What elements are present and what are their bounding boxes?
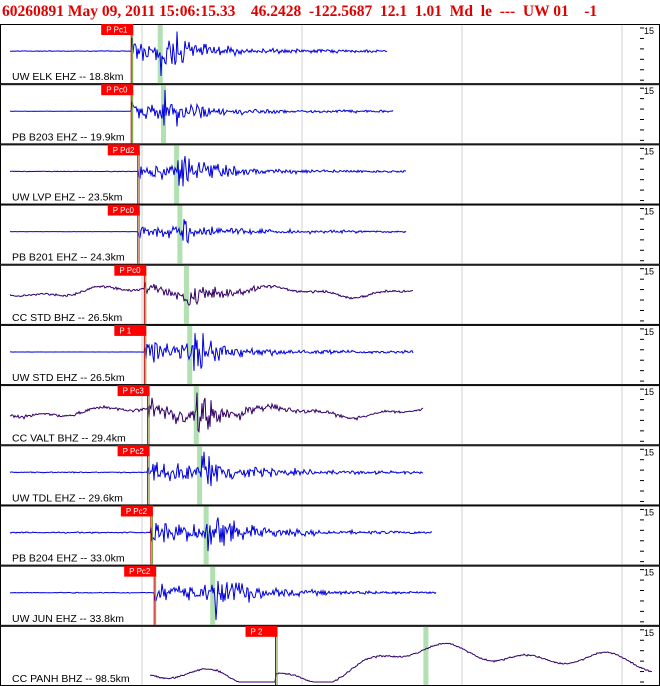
tick-label: 15 (644, 327, 654, 337)
station-label: UW LVP EHZ -- 23.5km (12, 192, 123, 204)
pick-flag (114, 324, 147, 336)
tick-label: 15 (644, 387, 654, 397)
pick-flag (107, 204, 140, 216)
pick-label: P Pc0 (119, 266, 141, 275)
tick-label: 15 (644, 507, 654, 517)
station-label: UW JUN EHZ -- 33.8km (12, 613, 124, 625)
pick-flag (101, 24, 134, 35)
pick-label: P Pc0 (113, 206, 135, 215)
station-label: PB B204 EHZ -- 33.0km (12, 553, 125, 565)
pick-label: P 1 (119, 326, 131, 335)
waveform (10, 31, 388, 77)
tick-label: 15 (644, 86, 654, 96)
pick-flag (114, 264, 147, 276)
station-label: UW TDL EHZ -- 29.6km (12, 492, 123, 504)
tick-label: 15 (644, 26, 654, 36)
trace-panel: 15 P Pd2 UW LVP EHZ -- 23.5km (0, 144, 660, 205)
pick-flag (101, 84, 134, 96)
trace-panel: 15 P Pc0 CC STD BHZ -- 26.5km (0, 264, 660, 325)
tick-label: 15 (644, 207, 654, 217)
pick-label: P Pc0 (106, 86, 128, 95)
station-label: UW STD EHZ -- 26.5km (12, 372, 125, 384)
pick-label: P 2 (251, 627, 263, 636)
trace-panel: 15 P Pc2 UW JUN EHZ -- 33.8km (0, 565, 660, 626)
waveform (9, 282, 414, 306)
pick-label: P Pd2 (113, 146, 135, 155)
station-label: CC VALT BHZ -- 29.4km (12, 432, 126, 444)
pick-label: P Pc2 (129, 567, 151, 576)
trace-panel: 15 P Pc2 UW TDL EHZ -- 29.6km (0, 445, 660, 506)
waveform (9, 517, 433, 552)
pick-label: P Pc2 (126, 507, 148, 516)
pick-flag (117, 445, 150, 457)
waveform (10, 219, 407, 245)
s-wave-marker (187, 325, 193, 385)
pick-label: P Pc1 (106, 26, 128, 35)
station-label: CC STD BHZ -- 26.5km (12, 312, 123, 324)
event-header: 60260891 May 09, 2011 15:06:15.33 46.242… (0, 0, 660, 24)
station-label: UW ELK EHZ -- 18.8km (12, 71, 124, 83)
trace-panel: 15 P Pc2 PB B204 EHZ -- 33.0km (0, 505, 660, 566)
station-label: PB B203 EHZ -- 19.9km (12, 131, 125, 143)
station-label: PB B201 EHZ -- 24.3km (12, 252, 125, 264)
trace-panel: 15 P Pc0 PB B203 EHZ -- 19.9km (0, 84, 660, 145)
waveform (9, 392, 424, 433)
tick-label: 15 (644, 628, 654, 638)
station-label: CC PANH BHZ -- 98.5km (12, 673, 130, 685)
s-wave-marker (177, 205, 183, 264)
pick-flag (107, 144, 140, 156)
seismogram-panels: 15 P Pc1 UW ELK EHZ -- 18.8km 15 P Pc0 PB B20… (0, 24, 660, 686)
trace-panel: 15 P 2 CC PANH BHZ -- 98.5km (0, 625, 660, 686)
trace-panel: 15 P Pc1 UW ELK EHZ -- 18.8km (0, 24, 660, 85)
pick-flag (245, 625, 278, 637)
s-wave-marker (193, 386, 199, 445)
event-header-text: 60260891 May 09, 2011 15:06:15.33 46.242… (2, 3, 598, 20)
pick-flag (117, 385, 150, 397)
pick-label: P Pc2 (123, 447, 145, 456)
s-wave-marker (423, 626, 429, 685)
s-wave-marker (183, 265, 189, 324)
waveform (9, 156, 407, 187)
waveform (9, 89, 394, 127)
s-wave-marker (210, 566, 216, 625)
tick-label: 15 (644, 267, 654, 277)
waveform (9, 580, 437, 621)
seismogram-chart: 15 P Pc1 UW ELK EHZ -- 18.8km 15 P Pc0 PB B20… (0, 24, 660, 686)
waveform (9, 451, 423, 487)
waveform (10, 333, 414, 371)
trace-panel: 15 P Pc0 PB B201 EHZ -- 24.3km (0, 204, 660, 265)
pick-label: P Pc3 (123, 387, 145, 396)
s-wave-marker (203, 506, 209, 565)
waveform (149, 642, 653, 683)
trace-panel: 15 P 1 UW STD EHZ -- 26.5km (0, 324, 660, 386)
s-wave-marker (197, 446, 203, 505)
tick-label: 15 (644, 447, 654, 457)
tick-label: 15 (644, 146, 654, 156)
tick-label: 15 (644, 568, 654, 578)
pick-flag (124, 565, 157, 577)
trace-panel: 15 P Pc3 CC VALT BHZ -- 29.4km (0, 385, 660, 446)
pick-flag (120, 505, 153, 517)
s-wave-marker (174, 145, 180, 204)
